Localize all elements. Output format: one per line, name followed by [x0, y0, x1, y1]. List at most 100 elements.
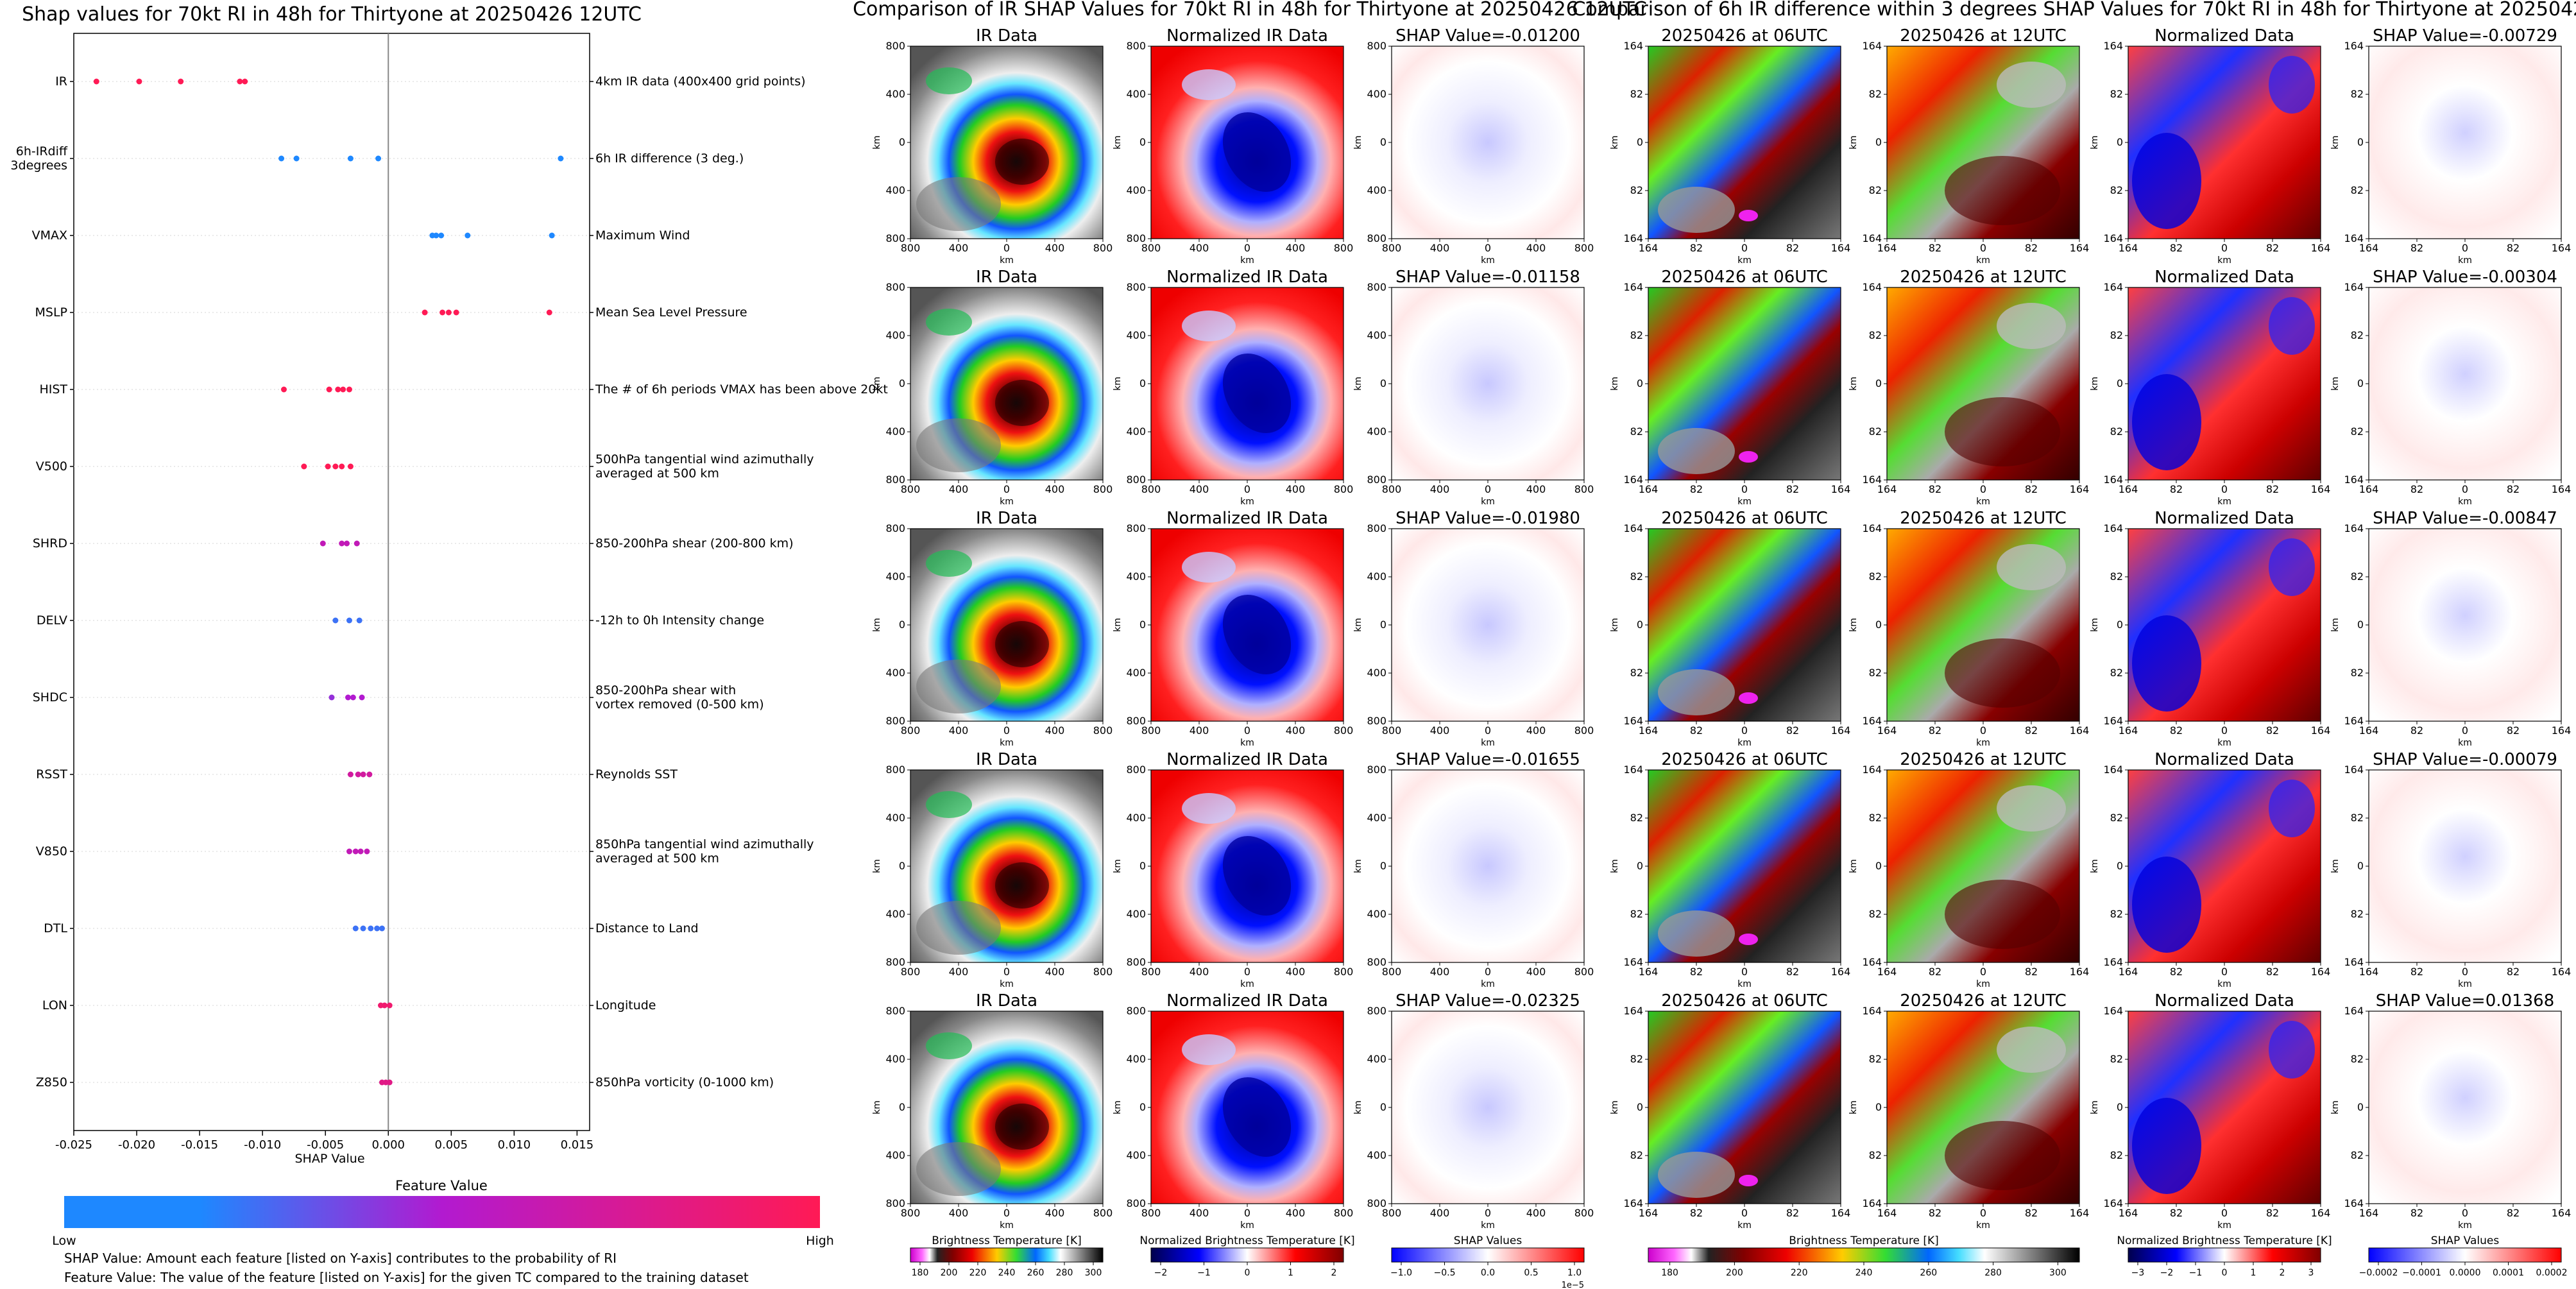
image-panel: Normalized Data1641648282008282164164kmk…: [2090, 509, 2330, 748]
shap-xtick-label: 0.005: [435, 1138, 468, 1152]
panel-xtick: 164: [2119, 1207, 2138, 1219]
panel-xtick: 800: [1141, 966, 1161, 978]
panel-xlabel: km: [1240, 979, 1254, 989]
panel-title: 20250426 at 06UTC: [1661, 268, 1828, 287]
panel-ytick: 400: [1126, 908, 1146, 920]
panel-ytick: 82: [2351, 425, 2364, 438]
panel-ytick: 400: [885, 812, 905, 824]
colorbar-tick: 180: [1661, 1268, 1678, 1278]
panel-xtick: 164: [2119, 483, 2138, 495]
panel-xtick: 0: [2462, 483, 2468, 495]
panel-xtick: 164: [1639, 242, 1659, 254]
panel-xlabel: km: [1976, 255, 1990, 266]
panel-xtick: 0: [2221, 966, 2228, 978]
panel-ytick: 400: [885, 184, 905, 196]
panel-image: [2369, 46, 2561, 239]
feature-label: HIST: [39, 382, 67, 397]
image-panel: SHAP Value=-0.01200800800400400004004008…: [1353, 26, 1594, 266]
feature-colorbar: [64, 1196, 820, 1228]
panel-ylabel: km: [2090, 1100, 2100, 1114]
panel-ytick: 164: [2103, 956, 2123, 968]
panel-ytick: 82: [2351, 570, 2364, 583]
panel-xtick: 164: [1639, 966, 1659, 978]
panel-xtick: 164: [1877, 724, 1897, 737]
panel-xtick: 82: [2170, 483, 2183, 495]
panel-ytick: 0: [1637, 619, 1643, 631]
panel-xtick: 82: [2266, 242, 2279, 254]
panel-xtick: 82: [1786, 966, 1799, 978]
panel-xlabel: km: [1481, 979, 1495, 989]
panel-xlabel: km: [2217, 255, 2231, 266]
panel-ytick: 82: [1630, 329, 1643, 341]
image-panel: Normalized Data1641648282008282164164kmk…: [2090, 991, 2330, 1231]
shap-point: [346, 617, 352, 624]
image-panel: 20250426 at 06UTC1641648282008282164164k…: [1610, 509, 1850, 748]
panel-ytick: 800: [1126, 474, 1146, 486]
panel-ytick: 82: [2351, 88, 2364, 100]
panel-xlabel: km: [1737, 1220, 1752, 1231]
panel-ytick: 800: [885, 522, 905, 534]
panel-ytick: 164: [2344, 232, 2364, 244]
panel-xlabel: km: [1000, 497, 1014, 507]
panel-title: IR Data: [976, 26, 1037, 46]
shap-point: [356, 617, 363, 624]
panel-ytick: 0: [1139, 1101, 1146, 1113]
panel-xtick: 164: [2070, 483, 2090, 495]
panel-ytick: 164: [1623, 522, 1643, 534]
panel-xtick: 164: [2552, 242, 2572, 254]
panel-ytick: 400: [1367, 908, 1386, 920]
panel-xtick: 82: [1690, 1207, 1703, 1219]
colorbar: Brightness Temperature [K] 180 200 220 240 26…: [910, 1234, 1104, 1278]
panel-title: 20250426 at 12UTC: [1900, 750, 2067, 769]
panel-ytick: 164: [1623, 715, 1643, 727]
panel-xtick: 800: [1141, 1207, 1161, 1219]
panel-ytick: 400: [1367, 1053, 1386, 1065]
colorbar: Normalized Brightness Temperature [K] −2 −…: [1139, 1234, 1354, 1278]
panel-ytick: 800: [1367, 232, 1386, 244]
panel-xlabel: km: [2217, 1220, 2231, 1231]
panel-ytick: 82: [2110, 184, 2123, 196]
shap-point: [293, 155, 300, 162]
image-panel: Normalized IR Data8008004004000040040080…: [1113, 750, 1353, 989]
panel-xtick: 82: [2410, 966, 2423, 978]
panel-ytick: 800: [1126, 715, 1146, 727]
colorbar-tick: 2: [1331, 1268, 1337, 1278]
panel-ytick: 82: [1630, 1053, 1643, 1065]
panel-ytick: 0: [2357, 377, 2364, 389]
panel-ytick: 0: [1875, 377, 1882, 389]
panel-xtick: 82: [2170, 966, 2183, 978]
colorbar-tick: 0.0001: [2493, 1268, 2524, 1278]
image-panel: Normalized Data1641648282008282164164kmk…: [2090, 268, 2330, 507]
colorbar-tick: 180: [912, 1268, 929, 1278]
panel-xtick: 164: [2359, 483, 2379, 495]
panel-ytick: 0: [1875, 1101, 1882, 1113]
panel-xtick: 164: [1639, 1207, 1659, 1219]
colorbar: Normalized Brightness Temperature [K] −3 −…: [2117, 1234, 2332, 1278]
panel-ytick: 800: [1126, 764, 1146, 776]
panel-xtick: 800: [1574, 966, 1594, 978]
panel-xtick: 800: [1093, 483, 1113, 495]
shap-point: [546, 309, 552, 316]
panel-xtick: 82: [2170, 724, 2183, 737]
image-panel: 20250426 at 06UTC1641648282008282164164k…: [1610, 991, 1850, 1231]
panel-xtick: 0: [1741, 483, 1748, 495]
panel-ytick: 164: [1623, 232, 1643, 244]
panel-ytick: 0: [2357, 860, 2364, 872]
panel-xtick: 82: [2266, 724, 2279, 737]
panel-ytick: 400: [885, 667, 905, 679]
panel-xtick: 0: [1244, 966, 1250, 978]
shap-point: [364, 848, 370, 855]
panel-ytick: 164: [2103, 474, 2123, 486]
panel-ylabel: km: [1353, 1100, 1363, 1114]
panel-xtick: 0: [1003, 242, 1010, 254]
panel-xtick: 82: [2410, 1207, 2423, 1219]
panel-xtick: 164: [1831, 724, 1851, 737]
colorbar-tick: −3: [2131, 1268, 2145, 1278]
panel-title: Normalized Data: [2154, 750, 2294, 769]
shap-point: [374, 925, 380, 932]
image-panel: SHAP Value=0.013681641648282008282164164…: [2330, 991, 2571, 1231]
panel-xtick: 400: [1526, 724, 1546, 737]
image-panel: SHAP Value=-0.00847164164828200828216416…: [2330, 509, 2571, 748]
feature-label: LON: [42, 998, 67, 1012]
